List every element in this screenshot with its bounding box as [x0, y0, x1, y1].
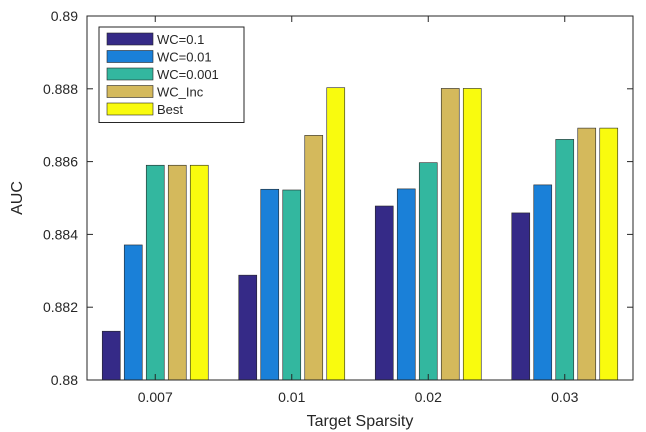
x-tick-label: 0.01 [278, 389, 305, 405]
legend-swatch [106, 102, 154, 116]
legend-swatch [106, 67, 154, 81]
bar-wc-0-1-0_03 [511, 212, 531, 381]
y-tick-label: 0.89 [51, 8, 78, 24]
bar-wc-0-01-0_01 [260, 188, 280, 381]
legend-label: WC=0.1 [157, 32, 204, 47]
legend-label: WC=0.01 [157, 50, 212, 65]
x-tick-label: 0.03 [551, 389, 578, 405]
legend-swatch [106, 32, 154, 46]
legend-swatch [106, 50, 154, 63]
bar-wc-0-001-0_007 [145, 164, 165, 381]
legend: WC=0.1 WC=0.01 WC=0.001 WC_Inc Best [98, 26, 245, 123]
bars-layer [101, 87, 619, 381]
x-tick-label: 0.007 [138, 389, 173, 405]
bar-wc-0-01-0_03 [533, 184, 553, 381]
plot-area-frame [86, 15, 634, 381]
bar-best-0_01 [326, 87, 346, 381]
legend-label: WC=0.001 [157, 67, 219, 82]
bar-wc-0-001-0_01 [282, 189, 302, 381]
y-tick-label: 0.886 [43, 154, 78, 170]
bar-wc-inc-0_02 [440, 88, 460, 381]
bar-wc-inc-0_03 [577, 127, 597, 381]
bar-wc-0-01-0_02 [396, 188, 416, 381]
bar-best-0_03 [599, 127, 619, 381]
y-tick-label: 0.888 [43, 81, 78, 97]
bar-best-0_007 [189, 164, 209, 381]
y-tick-label: 0.88 [51, 372, 78, 388]
bar-wc-inc-0_01 [304, 135, 324, 381]
y-tick-label: 0.884 [43, 226, 78, 242]
bar-wc-inc-0_007 [167, 164, 187, 381]
bar-wc-0-001-0_02 [418, 162, 438, 381]
bar-best-0_02 [462, 88, 482, 381]
bar-wc-0-1-0_007 [101, 330, 121, 381]
bar-wc-0-001-0_03 [555, 139, 575, 381]
legend-label: WC_Inc [157, 85, 204, 100]
bar-wc-0-01-0_007 [123, 244, 143, 381]
legend-swatch [106, 85, 154, 98]
x-axis-title: Target Sparsity [307, 413, 414, 430]
bar-wc-0-1-0_02 [374, 205, 394, 381]
y-tick-label: 0.882 [43, 299, 78, 315]
legend-label: Best [157, 102, 183, 117]
bar-wc-0-1-0_01 [238, 274, 258, 381]
x-tick-label: 0.02 [415, 389, 442, 405]
y-axis-title: AUC [9, 181, 26, 215]
ticks-layer: 0.88 0.882 0.884 0.886 0.888 0.89 0.007 0.01 0.0… [43, 8, 633, 405]
